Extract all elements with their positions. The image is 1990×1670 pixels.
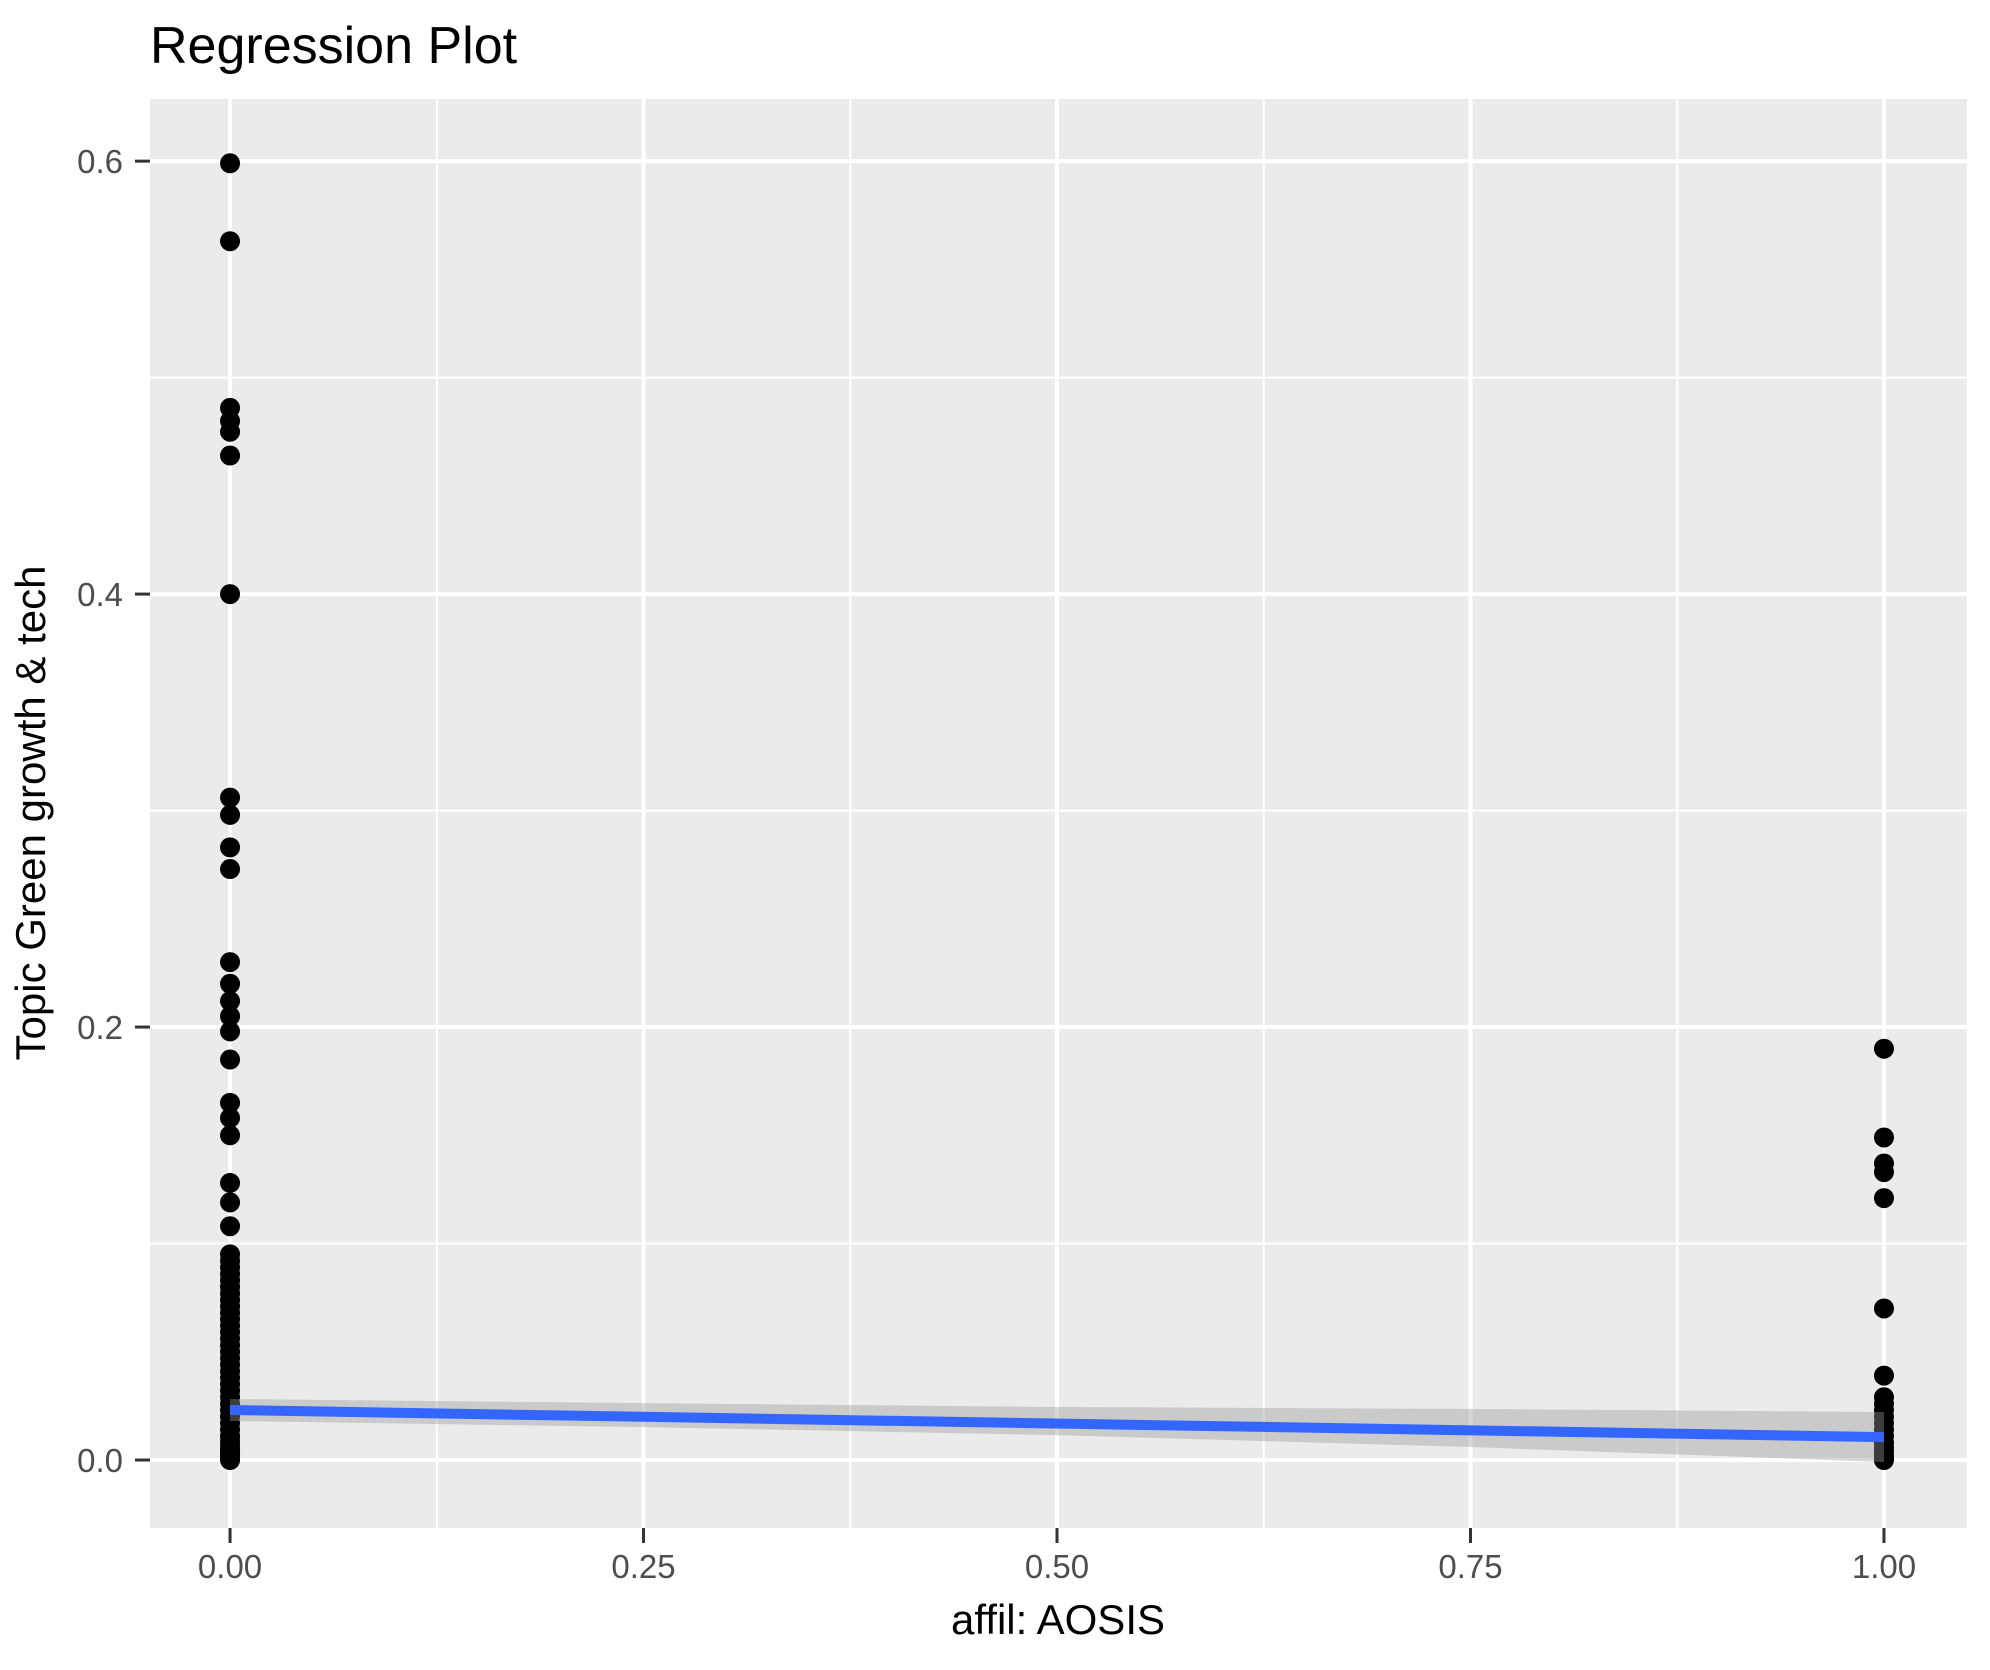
data-point	[220, 804, 241, 825]
data-point	[220, 421, 241, 442]
data-point	[220, 584, 241, 605]
y-axis-ticks: 0.0 0.2 0.4 0.6	[77, 143, 150, 1479]
y-tick-label: 0.2	[77, 1009, 123, 1046]
plot-title: Regression Plot	[150, 17, 518, 75]
data-point	[1873, 1127, 1894, 1148]
data-point	[220, 1049, 241, 1070]
y-tick-label: 0.4	[77, 576, 123, 613]
data-point	[220, 837, 241, 858]
data-point	[220, 1216, 241, 1237]
data-point	[220, 1021, 241, 1042]
data-point	[220, 1125, 241, 1146]
data-point	[220, 859, 241, 880]
data-point	[220, 1006, 241, 1027]
x-tick-label: 0.75	[1438, 1548, 1502, 1585]
data-point	[1873, 1365, 1894, 1386]
x-tick-label: 1.00	[1852, 1548, 1916, 1585]
data-point	[220, 1172, 241, 1193]
data-point	[220, 1192, 241, 1213]
y-tick-label: 0.6	[77, 143, 123, 180]
major-gridlines	[150, 99, 1967, 1528]
data-point	[1873, 1188, 1894, 1209]
data-point	[220, 973, 241, 994]
x-axis-title: affil: AOSIS	[951, 1596, 1165, 1643]
x-tick-label: 0.00	[198, 1548, 262, 1585]
x-tick-label: 0.50	[1025, 1548, 1089, 1585]
data-point	[1873, 1162, 1894, 1183]
data-point	[220, 1092, 241, 1113]
data-point	[220, 991, 241, 1012]
data-point	[220, 231, 241, 252]
data-point	[1873, 1038, 1894, 1059]
data-point	[220, 445, 241, 466]
data-point	[220, 1107, 241, 1128]
x-tick-label: 0.25	[611, 1548, 675, 1585]
y-tick-label: 0.0	[77, 1442, 123, 1479]
y-axis-title: Topic Green growth & tech	[7, 566, 54, 1061]
data-point	[220, 952, 241, 973]
regression-line	[229, 1405, 1885, 1443]
data-point	[1873, 1450, 1894, 1471]
data-point	[220, 787, 241, 808]
x-axis-ticks: 0.00 0.25 0.50 0.75 1.00	[198, 1528, 1916, 1585]
data-point	[1873, 1298, 1894, 1319]
data-point	[220, 1450, 241, 1471]
data-point	[220, 153, 241, 174]
